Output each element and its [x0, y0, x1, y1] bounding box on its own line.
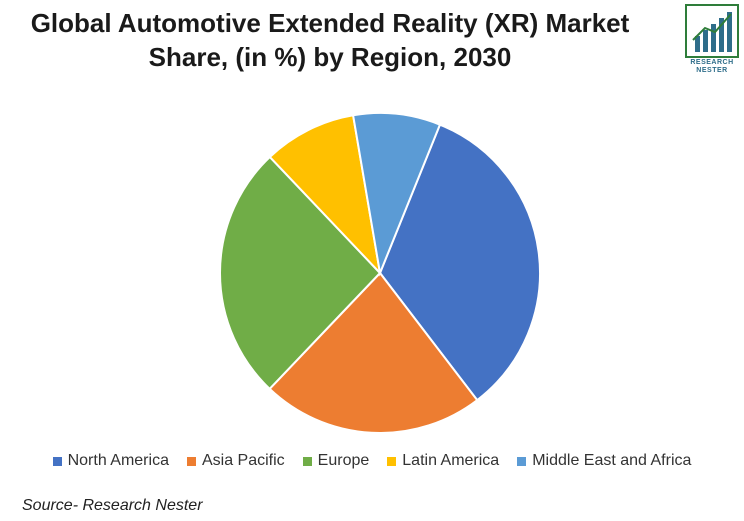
logo-bars-icon — [685, 4, 739, 58]
legend-label: Europe — [317, 452, 370, 469]
pie-slice-asia-pacific — [268, 271, 479, 434]
legend-label: Asia Pacific — [201, 452, 285, 469]
legend-swatch — [517, 456, 527, 466]
pie-slice-europe — [219, 155, 382, 391]
chart-title-line-1: Global Automotive Extended Reality (XR) … — [30, 8, 630, 38]
legend-item-north-america: North America — [52, 452, 169, 470]
source-note: Source- Research Nester — [22, 497, 203, 514]
legend-swatch — [302, 456, 312, 466]
research-nester-logo: RESEARCH NESTER — [683, 4, 741, 76]
legend-item-asia-pacific: Asia Pacific — [186, 452, 285, 470]
legend-label: Latin America — [402, 452, 500, 469]
legend-label: Middle East and Africa — [532, 452, 692, 469]
chart-title: Global Automotive Extended Reality (XR) … — [0, 6, 660, 74]
chart-title-line-2: Share, (in %) by Region, 2030 — [148, 42, 512, 72]
legend-label: North America — [67, 452, 169, 469]
chart-legend: North America Asia Pacific Europe Latin Ame… — [0, 452, 744, 470]
legend-item-middle-east-and-africa: Middle East and Africa — [517, 452, 691, 470]
legend-swatch — [186, 456, 196, 466]
legend-swatch — [52, 456, 62, 466]
logo-text: RESEARCH NESTER — [690, 59, 734, 74]
pie-slice-middle-east-and-africa — [351, 112, 442, 277]
legend-item-europe: Europe — [302, 452, 370, 470]
pie-slice-latin-america — [268, 114, 382, 277]
legend-swatch — [387, 456, 397, 466]
pie-slice-north-america — [378, 123, 542, 402]
legend-item-latin-america: Latin America — [387, 452, 499, 470]
